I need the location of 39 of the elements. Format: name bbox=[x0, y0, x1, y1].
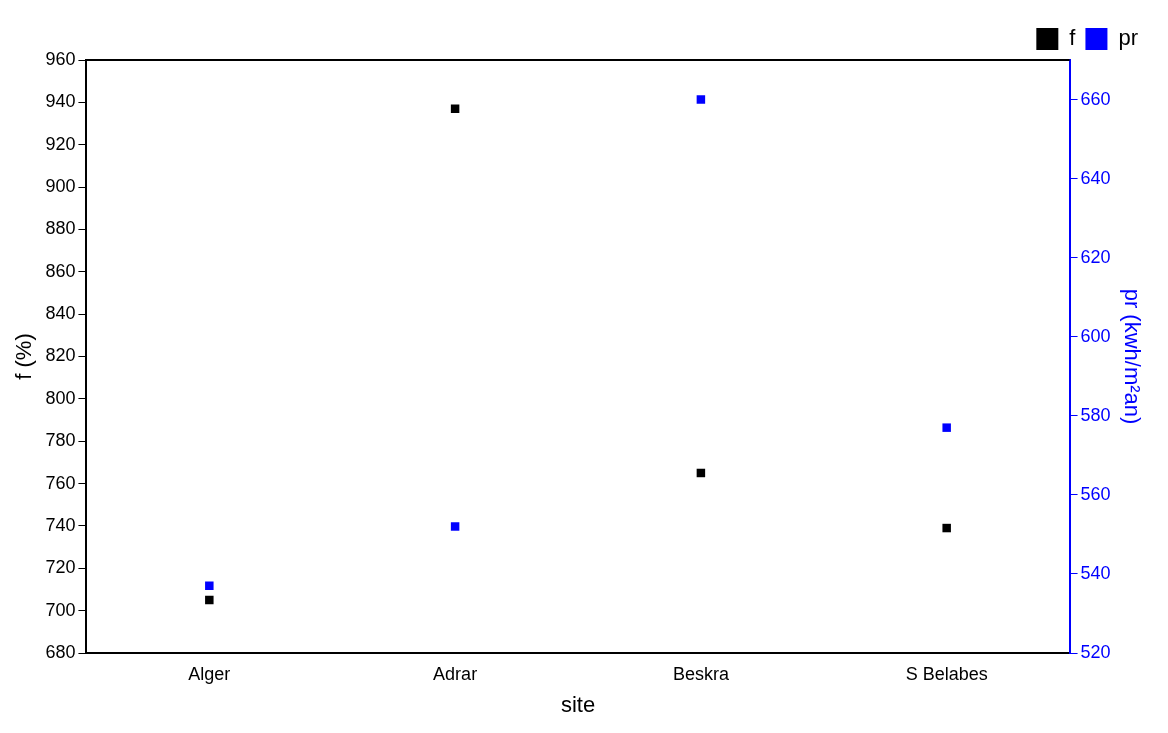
point bbox=[450, 522, 460, 531]
legend-label: f bbox=[1069, 25, 1077, 51]
y-tick-label: 900 bbox=[45, 176, 76, 197]
y2-tick-label: 540 bbox=[1080, 562, 1111, 583]
y2-axis-title: pr (kwh/m²an) bbox=[1119, 288, 1145, 425]
y2-tick-label: 640 bbox=[1080, 167, 1111, 188]
y-tick-label: 880 bbox=[45, 218, 76, 239]
y-tick-label: 680 bbox=[45, 641, 76, 662]
y2-tick-label: 660 bbox=[1080, 88, 1111, 109]
y-tick-label: 760 bbox=[45, 472, 76, 493]
y2-tick-label: 560 bbox=[1080, 483, 1111, 504]
point bbox=[942, 523, 951, 533]
x-tick-label: Adrar bbox=[433, 663, 478, 684]
point bbox=[942, 423, 951, 432]
y2-tick-label: 600 bbox=[1080, 325, 1111, 346]
y2-tick-label: 520 bbox=[1080, 641, 1111, 662]
y-tick-label: 820 bbox=[45, 345, 76, 366]
y-tick-label: 860 bbox=[45, 260, 76, 281]
y2-tick-label: 580 bbox=[1080, 404, 1111, 425]
point bbox=[205, 595, 214, 605]
y-tick-label: 940 bbox=[45, 91, 76, 112]
y-axis-title: f (%) bbox=[11, 333, 37, 380]
point bbox=[696, 95, 706, 104]
y-tick-label: 800 bbox=[45, 387, 76, 408]
point bbox=[205, 581, 214, 591]
legend-label: pr bbox=[1118, 25, 1138, 51]
y-tick-label: 840 bbox=[45, 303, 76, 324]
x-tick-label: Beskra bbox=[672, 663, 730, 684]
point bbox=[450, 104, 460, 113]
x-tick-label: Alger bbox=[188, 663, 231, 684]
y-tick-label: 740 bbox=[45, 514, 76, 535]
y2-tick-label: 620 bbox=[1080, 246, 1111, 267]
y-tick-label: 720 bbox=[45, 557, 76, 578]
x-tick-label: S Belabes bbox=[905, 663, 988, 684]
y-tick-label: 960 bbox=[45, 48, 76, 69]
y-tick-label: 780 bbox=[45, 430, 76, 451]
y-tick-label: 920 bbox=[45, 133, 76, 154]
y-tick-label: 700 bbox=[45, 599, 76, 620]
x-axis-title: site bbox=[560, 691, 596, 717]
